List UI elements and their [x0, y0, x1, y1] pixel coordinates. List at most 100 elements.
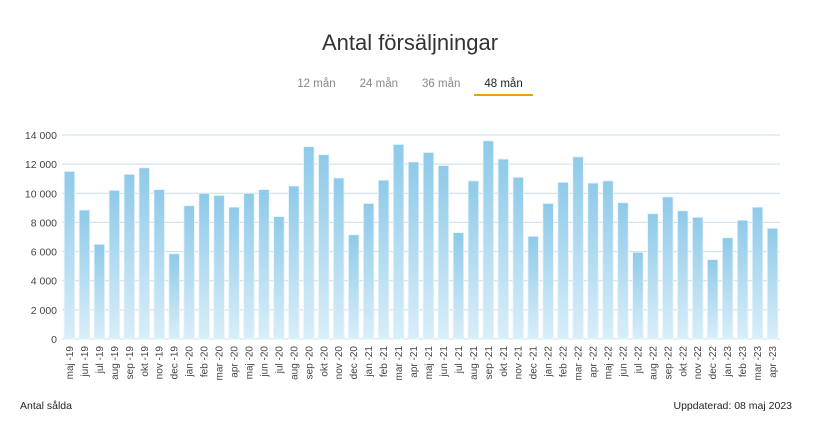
x-tick-label: jan -22: [544, 346, 555, 378]
bar[interactable]: [63, 171, 76, 340]
chart-title: Antal försäljningar: [321, 30, 499, 55]
bar[interactable]: [168, 253, 180, 340]
bar[interactable]: [407, 161, 420, 340]
y-tick-label: 6 000: [31, 247, 57, 259]
bar[interactable]: [318, 154, 330, 340]
y-tick-label: 10 000: [25, 188, 57, 200]
x-tick-label: nov -20: [334, 346, 345, 380]
bar[interactable]: [751, 206, 764, 340]
bar[interactable]: [736, 219, 749, 340]
bar[interactable]: [123, 173, 135, 340]
x-tick-label: dec -21: [529, 346, 540, 380]
bar[interactable]: [273, 216, 285, 340]
x-tick-label: apr -23: [768, 346, 779, 378]
x-tick-label: aug -20: [289, 346, 300, 380]
x-tick-label: okt -19: [140, 346, 151, 377]
bar[interactable]: [243, 192, 255, 340]
tab-48-months[interactable]: 48 mån: [474, 78, 533, 96]
y-tick-label: 14 000: [25, 130, 57, 142]
x-tick-label: jun -20: [259, 346, 270, 378]
bar[interactable]: [303, 146, 315, 340]
bar[interactable]: [138, 167, 150, 340]
x-tick-label: mar -21: [394, 346, 405, 381]
bar[interactable]: [422, 152, 435, 340]
bar[interactable]: [258, 189, 270, 340]
x-tick-label: mar -23: [753, 346, 764, 381]
y-tick-label: 0: [51, 334, 57, 346]
bar[interactable]: [617, 202, 629, 340]
bar[interactable]: [572, 156, 584, 340]
bar[interactable]: [692, 216, 704, 340]
x-tick-label: aug -22: [648, 346, 659, 380]
y-tick-label: 4 000: [31, 276, 57, 288]
x-tick-label: feb -21: [379, 346, 390, 378]
x-tick-label: sep -19: [125, 346, 136, 380]
bar[interactable]: [467, 180, 480, 340]
bar[interactable]: [632, 251, 644, 340]
bar[interactable]: [542, 203, 554, 340]
x-tick-label: jul -22: [633, 346, 644, 375]
bar[interactable]: [288, 185, 300, 340]
bar[interactable]: [527, 235, 539, 340]
x-tick-label: okt -20: [319, 346, 330, 377]
bar[interactable]: [512, 176, 524, 340]
bar[interactable]: [482, 140, 494, 340]
bar[interactable]: [721, 237, 734, 340]
x-tick-label: jul -21: [454, 346, 465, 375]
bar[interactable]: [348, 234, 360, 340]
bar[interactable]: [108, 189, 121, 340]
bar[interactable]: [362, 203, 375, 340]
x-tick-label: jan -20: [185, 346, 196, 378]
bar[interactable]: [557, 181, 569, 340]
bar[interactable]: [662, 196, 674, 340]
x-tick-label: feb -20: [200, 346, 211, 378]
tab-12-months[interactable]: 12 mån: [297, 78, 336, 90]
x-tick-label: jul -20: [274, 346, 285, 375]
bar[interactable]: [707, 259, 719, 340]
bar[interactable]: [198, 192, 210, 340]
tab-36-months[interactable]: 36 mån: [422, 78, 461, 90]
x-tick-label: sep -20: [304, 346, 315, 380]
bar[interactable]: [647, 213, 659, 340]
y-tick-label: 8 000: [31, 217, 57, 229]
x-tick-label: mar -22: [574, 346, 585, 381]
x-tick-label: maj -22: [603, 346, 614, 380]
bar[interactable]: [213, 195, 225, 340]
y-tick-label: 2 000: [31, 305, 57, 317]
bar[interactable]: [93, 243, 106, 340]
tab-24-months[interactable]: 24 mån: [359, 78, 398, 90]
bar[interactable]: [78, 209, 91, 340]
x-tick-label: nov -19: [155, 346, 166, 380]
bar[interactable]: [497, 158, 509, 340]
x-tick-label: feb -22: [559, 346, 570, 378]
x-tick-label: sep -21: [484, 346, 495, 380]
x-tick-label: okt -22: [678, 346, 689, 377]
bar[interactable]: [677, 210, 689, 340]
x-tick-label: jul -19: [95, 346, 106, 375]
x-tick-label: jan -21: [364, 346, 375, 378]
x-tick-label: apr -22: [589, 346, 600, 378]
bar[interactable]: [766, 227, 779, 340]
x-tick-label: jan -23: [723, 346, 734, 378]
x-tick-label: aug -19: [110, 346, 121, 380]
x-tick-label: jun -21: [439, 346, 450, 378]
bar[interactable]: [392, 144, 405, 340]
bar[interactable]: [437, 165, 450, 340]
x-tick-label: feb -23: [738, 346, 749, 378]
x-tick-label: maj -19: [65, 346, 76, 380]
bar[interactable]: [228, 206, 240, 340]
bar[interactable]: [183, 205, 195, 340]
bar[interactable]: [377, 179, 390, 340]
bar[interactable]: [333, 177, 345, 340]
bar[interactable]: [587, 182, 599, 340]
x-tick-label: nov -21: [514, 346, 525, 380]
bar[interactable]: [602, 180, 614, 340]
bar[interactable]: [452, 232, 465, 340]
y-axis-caption: Antal sålda: [20, 400, 72, 412]
x-tick-label: aug -21: [469, 346, 480, 380]
y-tick-label: 12 000: [25, 159, 57, 171]
x-tick-label: jun -22: [618, 346, 629, 378]
x-tick-label: dec -22: [708, 346, 719, 380]
bar[interactable]: [153, 189, 165, 340]
